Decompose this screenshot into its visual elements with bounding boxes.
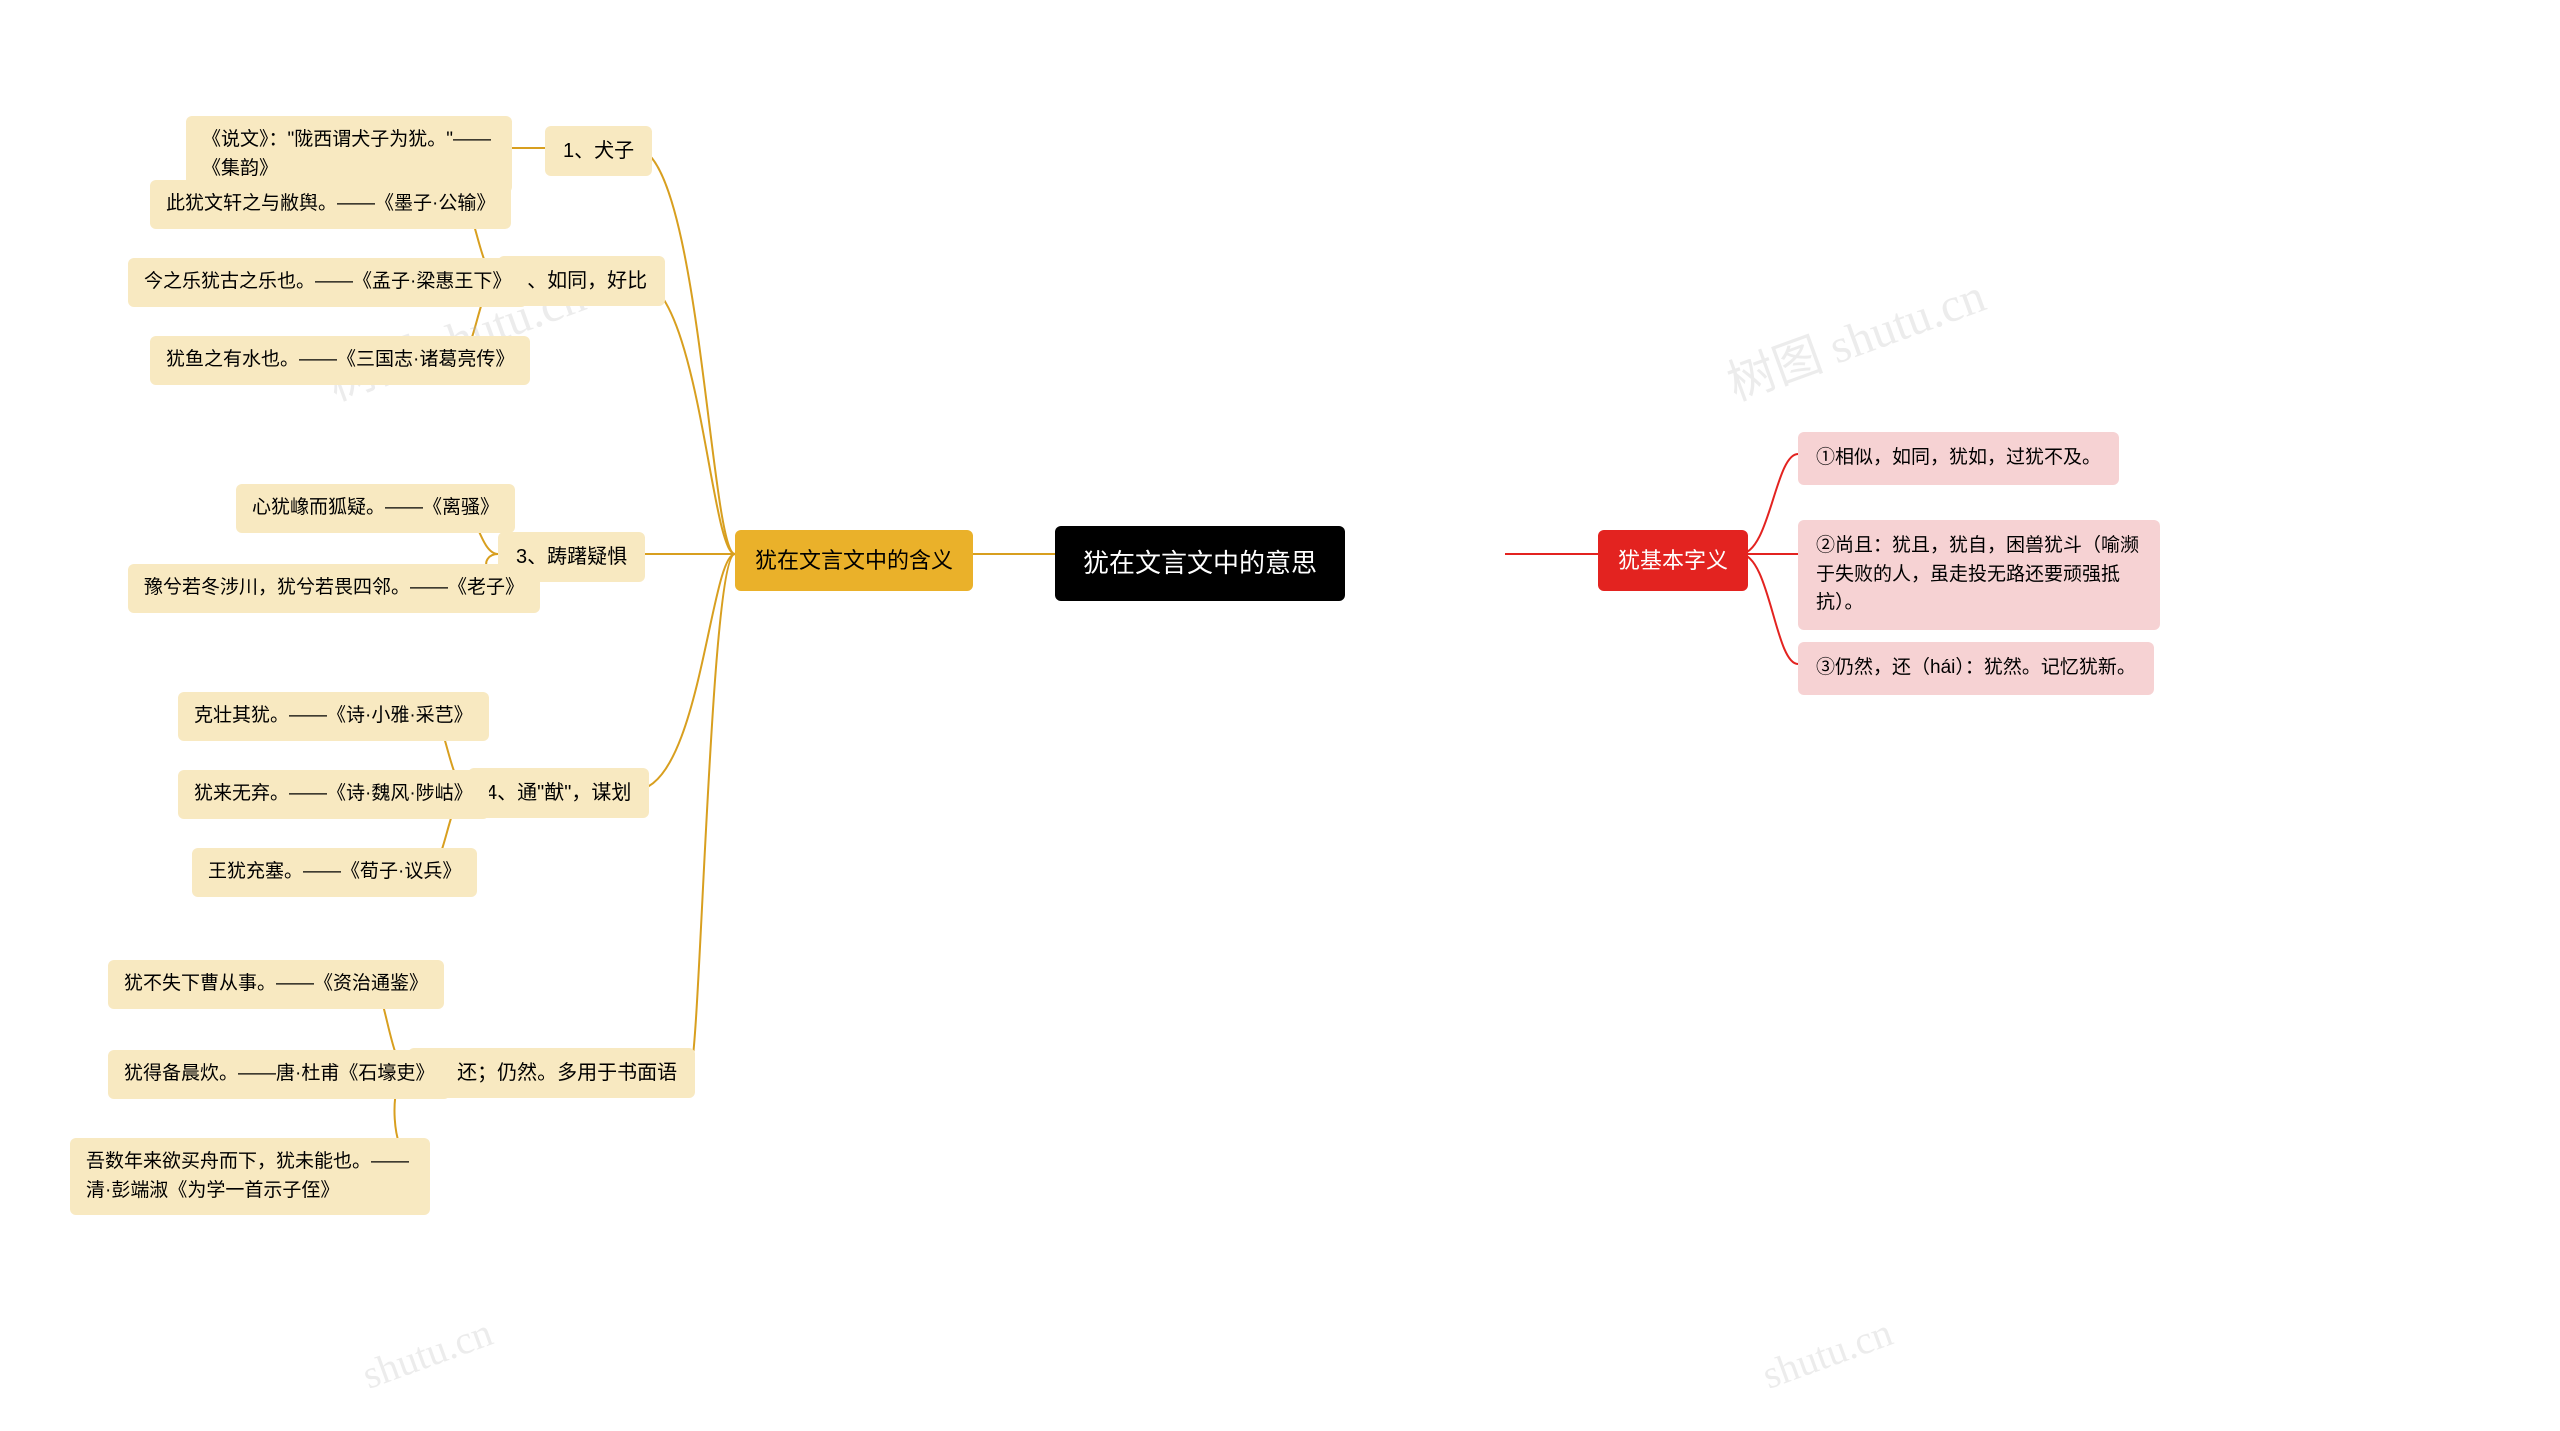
right-item: ①相似，如同，犹如，过犹不及。 bbox=[1798, 432, 2119, 485]
watermark: shutu.cn bbox=[356, 1308, 498, 1398]
center-node: 犹在文言文中的意思 bbox=[1055, 526, 1345, 601]
left-leaf: 犹不失下曹从事。——《资治通鉴》 bbox=[108, 960, 444, 1009]
left-leaf: 心犹嶑而狐疑。——《离骚》 bbox=[236, 484, 515, 533]
watermark: 树图 shutu.cn bbox=[1716, 256, 1993, 414]
left-leaf: 今之乐犹古之乐也。——《孟子·梁惠王下》 bbox=[128, 258, 527, 307]
right-hub-node: 犹基本字义 bbox=[1598, 530, 1748, 591]
left-leaf: 豫兮若冬涉川，犹兮若畏四邻。——《老子》 bbox=[128, 564, 540, 613]
left-leaf: 此犹文轩之与敝舆。——《墨子·公输》 bbox=[150, 180, 511, 229]
left-category: 1、犬子 bbox=[545, 126, 652, 176]
watermark: shutu.cn bbox=[1756, 1308, 1898, 1398]
left-leaf: 王犹充塞。——《荀子·议兵》 bbox=[192, 848, 477, 897]
left-leaf: 犹来无弃。——《诗·魏风·陟岵》 bbox=[178, 770, 489, 819]
right-item: ③仍然，还（hái）：犹然。记忆犹新。 bbox=[1798, 642, 2154, 695]
left-leaf: 犹得备晨炊。——唐·杜甫《石壕吏》 bbox=[108, 1050, 450, 1099]
left-category: 5、还；仍然。多用于书面语 bbox=[408, 1048, 695, 1098]
left-hub-node: 犹在文言文中的含义 bbox=[735, 530, 973, 591]
left-leaf: 吾数年来欲买舟而下，犹未能也。——清·彭端淑《为学一首示子侄》 bbox=[70, 1138, 430, 1215]
left-leaf: 犹鱼之有水也。——《三国志·诸葛亮传》 bbox=[150, 336, 530, 385]
left-leaf: 克壮其犹。——《诗·小雅·采芑》 bbox=[178, 692, 489, 741]
left-category: 4、通"猷"，谋划 bbox=[468, 768, 649, 818]
right-item: ②尚且：犹且，犹自，困兽犹斗（喻濒于失败的人，虽走投无路还要顽强抵抗）。 bbox=[1798, 520, 2160, 630]
